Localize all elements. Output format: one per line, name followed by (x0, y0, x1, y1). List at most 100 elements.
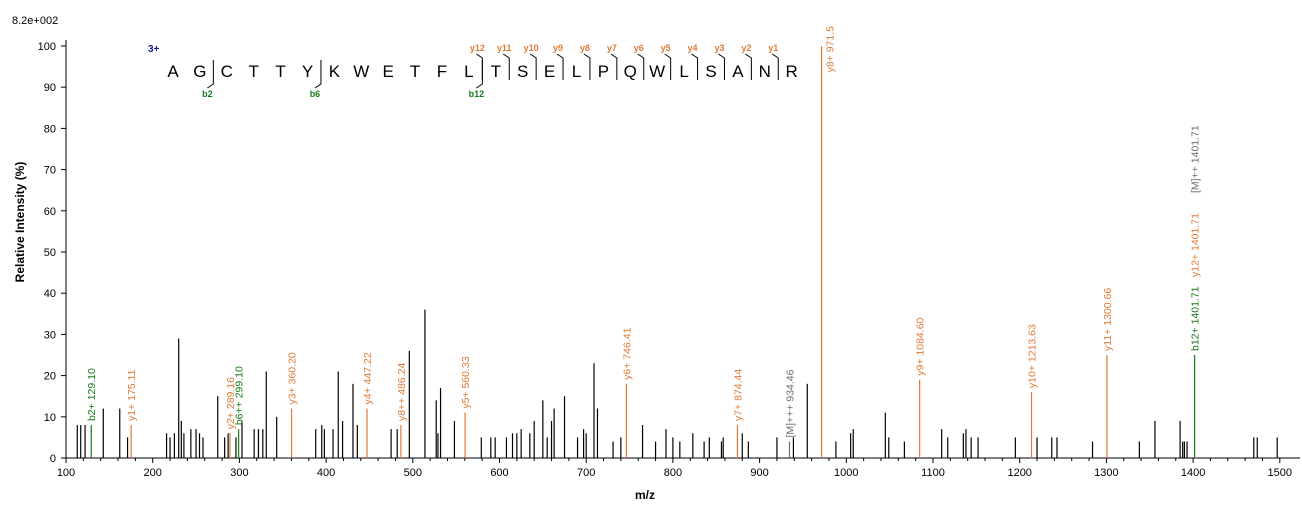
peak-bars (76, 309, 1278, 458)
y-ion-fragment-mark (691, 53, 699, 80)
sequence-residue: N (759, 62, 771, 81)
x-tick-label: 700 (577, 467, 595, 479)
peak-annotation-label: y6+ 746.41 (621, 327, 633, 379)
y-ion-fragment-mark (637, 53, 645, 80)
y-ion-label: y5 (661, 43, 671, 53)
x-tick-label: 600 (490, 467, 508, 479)
sequence-residue: S (705, 62, 716, 81)
y-ion-label: y9 (553, 43, 563, 53)
peak-annotation-label: [M]++ 1401.71 (1190, 125, 1202, 193)
b-ion-fragment-mark (476, 60, 483, 89)
x-tick-label: 900 (750, 467, 768, 479)
y-tick-label: 80 (44, 123, 56, 135)
sequence-residue: L (464, 62, 473, 81)
y-ion-fragment-mark (610, 53, 618, 80)
chart-axes: 0 10 20 30 40 50 60 70 80 90 100 100 200 300 400 500 600… (38, 40, 1300, 479)
charge-state-label: 3+ (148, 44, 160, 55)
peak-annotation-label: b2+ 129.10 (86, 368, 98, 421)
x-tick-label: 100 (57, 467, 75, 479)
x-tick-label: 1200 (1007, 467, 1031, 479)
x-tick-label: 1300 (1094, 467, 1118, 479)
y-tick-label: 10 (44, 412, 56, 424)
y-ion-label: y10 (524, 43, 539, 53)
peak-annotation-label: b6++ 299.10 (234, 366, 246, 425)
intensity-scale-label: 8.2e+002 (12, 15, 58, 27)
peak-annotation-label: y7+ 874.44 (732, 369, 744, 421)
sequence-residue: P (598, 62, 609, 81)
b-ion-label: b2 (202, 89, 213, 99)
y-ion-fragment-mark (476, 53, 483, 80)
y-tick-label: 30 (44, 329, 56, 341)
y-ion-fragment-mark (502, 53, 510, 80)
y-ion-label: y8 (580, 43, 590, 53)
peak-annotation-label: y10+ 1213.63 (1027, 324, 1039, 388)
sequence-residue: T (491, 62, 501, 81)
y-ion-label: y6 (634, 43, 644, 53)
sequence-residue: G (193, 62, 206, 81)
y-ion-fragment-mark (745, 53, 752, 80)
peak-annotation-label: y8++ 486.24 (396, 362, 408, 421)
sequence-residue: W (649, 62, 665, 81)
y-ion-fragment-mark (529, 53, 537, 80)
y-ion-label: y4 (688, 43, 698, 53)
sequence-residue: E (383, 62, 394, 81)
peak-annotation-label: y5+ 560.33 (460, 356, 472, 408)
y-ion-label: y7 (607, 43, 617, 53)
peak-annotation-label: y1+ 175.11 (126, 369, 138, 421)
x-tick-label: 800 (664, 467, 682, 479)
sequence-residue: S (517, 62, 528, 81)
x-tick-label: 500 (404, 467, 422, 479)
sequence-residue: L (679, 62, 688, 81)
y-ion-label: y3 (714, 43, 724, 53)
sequence-residue: F (437, 62, 447, 81)
x-axis-title: m/z (635, 488, 655, 502)
y-tick-label: 70 (44, 165, 56, 177)
sequence-residue: A (732, 62, 744, 81)
peak-annotation-label: y3+ 360.20 (287, 352, 299, 404)
y-ion-fragment-mark (664, 53, 672, 80)
peak-annotation-label: y9+ 1084.60 (915, 317, 927, 375)
y-ion-label: y11 (497, 43, 512, 53)
peak-annotation-label: b12+ 1401.71 (1190, 286, 1202, 351)
y-tick-label: 0 (50, 453, 56, 465)
y-ion-label: y2 (741, 43, 751, 53)
b-ion-fragment-mark (207, 60, 214, 89)
y-ion-fragment-mark (556, 53, 564, 80)
x-tick-label: 1100 (921, 467, 945, 479)
peak-annotation-label: y12+ 1401.71 (1190, 213, 1202, 277)
peak-annotation-label: y4+ 447.22 (362, 352, 374, 404)
sequence-residue: Q (624, 62, 637, 81)
y-tick-label: 100 (38, 41, 56, 53)
peak-annotation-label: y11+ 1300.66 (1102, 288, 1114, 351)
b-ion-fragment-mark (314, 60, 322, 89)
sequence-residue: C (221, 62, 233, 81)
sequence-residue: R (786, 62, 798, 81)
sequence-residue: A (167, 62, 179, 81)
sequence-residue: Y (302, 62, 313, 81)
b-ion-label: b6 (310, 89, 321, 99)
b-ion-label: b12 (469, 89, 485, 99)
x-tick-label: 1500 (1268, 467, 1292, 479)
y-ion-fragment-mark (718, 53, 725, 80)
sequence-residue: T (410, 62, 420, 81)
sequence-residue: T (275, 62, 285, 81)
sequence-residue: E (544, 62, 555, 81)
peak-annotation-label: y2+ 289.16 (225, 377, 237, 429)
y-ion-label: y1 (768, 43, 778, 53)
y-tick-label: 20 (44, 371, 56, 383)
y-ion-label: y12 (470, 43, 485, 53)
y-tick-label: 90 (44, 82, 56, 94)
x-tick-label: 300 (230, 467, 248, 479)
y-axis-title: Relative Intensity (%) (13, 162, 27, 283)
sequence-residue: T (249, 62, 259, 81)
x-tick-label: 1000 (834, 467, 858, 479)
x-tick-label: 200 (144, 467, 162, 479)
peak-annotation-label: y8+ 971.5 (825, 26, 837, 73)
sequence-residue: W (353, 62, 369, 81)
y-tick-label: 40 (44, 288, 56, 300)
y-ion-fragment-mark (771, 53, 779, 80)
sequence-residue: L (572, 62, 581, 81)
